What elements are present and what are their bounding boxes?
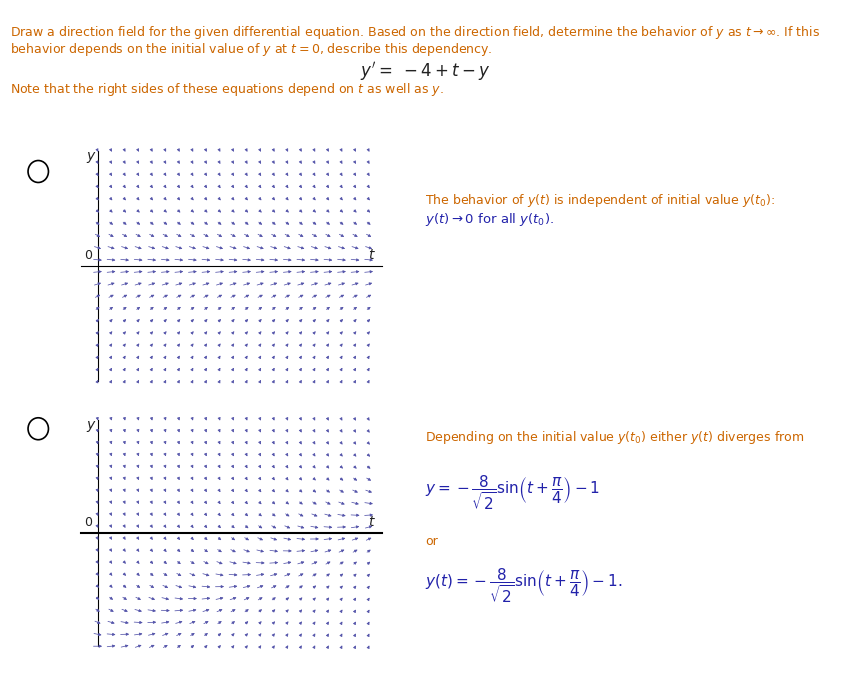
Text: $y$: $y$ [87,150,97,165]
Text: behavior depends on the initial value of $y$ at $t = 0$, describe this dependenc: behavior depends on the initial value of… [10,41,493,58]
Text: or: or [425,535,438,548]
Text: $0$: $0$ [83,248,93,261]
Text: $t$: $t$ [368,515,377,529]
Text: $y$: $y$ [87,419,97,434]
Text: $y = -\dfrac{8}{\sqrt{2}}\sin\!\left(t + \dfrac{\pi}{4}\right) - 1$: $y = -\dfrac{8}{\sqrt{2}}\sin\!\left(t +… [425,473,600,512]
Text: Note that the right sides of these equations depend on $t$ as well as $y$.: Note that the right sides of these equat… [10,81,444,98]
Text: Depending on the initial value $y(t_0)$ either $y(t)$ diverges from: Depending on the initial value $y(t_0)$ … [425,429,804,446]
Text: Draw a direction field for the given differential equation. Based on the directi: Draw a direction field for the given dif… [10,24,820,41]
Text: $y(t) \rightarrow 0$ for all $y(t_0)$.: $y(t) \rightarrow 0$ for all $y(t_0)$. [425,211,554,228]
Text: The behavior of $y(t)$ is independent of initial value $y(t_0)$:: The behavior of $y(t)$ is independent of… [425,192,775,209]
Text: $0$: $0$ [83,516,93,529]
Text: $t$: $t$ [368,248,377,261]
Text: $y' =\ -4+t-y$: $y' =\ -4+t-y$ [360,60,490,84]
Text: $y(t) = -\dfrac{8}{\sqrt{2}}\sin\!\left(t + \dfrac{\pi}{4}\right) - 1.$: $y(t) = -\dfrac{8}{\sqrt{2}}\sin\!\left(… [425,566,623,605]
